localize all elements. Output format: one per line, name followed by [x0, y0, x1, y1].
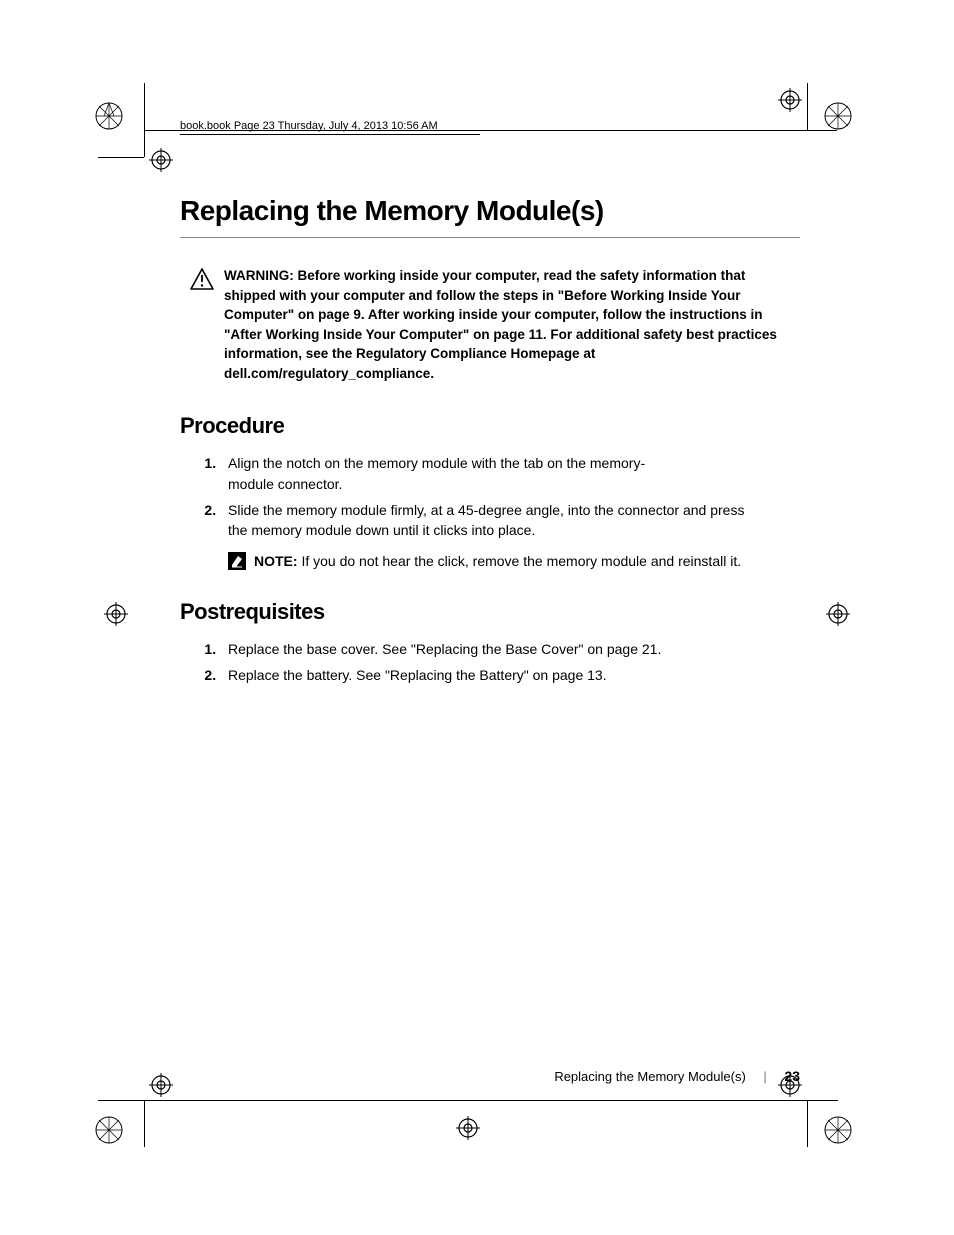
warning-body: Before working inside your computer, rea… — [224, 268, 777, 381]
procedure-heading: Procedure — [180, 413, 800, 439]
list-item: Align the notch on the memory module wit… — [220, 453, 668, 494]
cropmark-crosshair — [826, 602, 850, 626]
running-header: book.book Page 23 Thursday, July 4, 2013… — [180, 120, 480, 135]
list-item: Replace the base cover. See "Replacing t… — [220, 639, 800, 659]
footer-page-number: 23 — [784, 1068, 800, 1084]
note-label: NOTE: — [254, 553, 301, 569]
page-title: Replacing the Memory Module(s) — [180, 195, 800, 227]
footer-chapter: Replacing the Memory Module(s) — [554, 1069, 745, 1084]
postreq-heading: Postrequisites — [180, 599, 800, 625]
warning-icon — [190, 268, 214, 383]
list-item-text: Slide the memory module firmly, at a 45-… — [228, 500, 748, 541]
title-rule — [180, 237, 800, 238]
postreq-list: Replace the base cover. See "Replacing t… — [180, 639, 800, 686]
procedure-list: Align the notch on the memory module wit… — [180, 453, 800, 570]
footer-separator: | — [763, 1069, 766, 1084]
warning-text: WARNING: Before working inside your comp… — [224, 266, 800, 383]
cropmark-crosshair — [778, 88, 802, 112]
list-item: Slide the memory module firmly, at a 45-… — [220, 500, 800, 571]
note-body: If you do not hear the click, remove the… — [301, 553, 741, 569]
page-content: book.book Page 23 Thursday, July 4, 2013… — [180, 120, 800, 713]
cropmark-radial — [95, 1116, 123, 1144]
cropmark-crosshair — [149, 1073, 173, 1097]
cropmark-crosshair — [456, 1116, 480, 1140]
note-icon — [228, 552, 246, 570]
cropmark-crosshair — [104, 602, 128, 626]
page-footer: Replacing the Memory Module(s) | 23 — [180, 1068, 800, 1084]
note-text: NOTE: If you do not hear the click, remo… — [254, 551, 741, 571]
cropmark-crosshair — [149, 148, 173, 172]
list-item: Replace the battery. See "Replacing the … — [220, 665, 800, 685]
note-block: NOTE: If you do not hear the click, remo… — [228, 551, 800, 571]
cropmark-radial — [824, 1116, 852, 1144]
warning-label: WARNING: — [224, 268, 298, 283]
cropmark-radial — [824, 102, 852, 130]
cropmark-radial — [95, 102, 123, 130]
warning-block: WARNING: Before working inside your comp… — [190, 266, 800, 383]
